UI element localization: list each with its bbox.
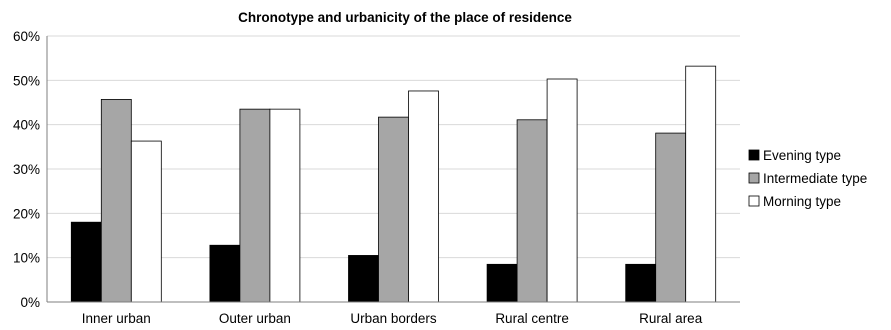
bar-intermediate-type-outer-urban <box>239 108 271 303</box>
bar-evening-type-rural-area <box>625 263 657 303</box>
bar-evening-type-inner-urban <box>70 221 102 303</box>
bar-intermediate-type-inner-urban <box>100 98 132 303</box>
legend-label: Intermediate type <box>763 171 867 186</box>
legend: Evening type Intermediate type Morning typ… <box>748 148 867 209</box>
bar-intermediate-type-rural-area <box>655 132 687 303</box>
bar-morning-type-outer-urban <box>269 108 301 303</box>
bar-evening-type-outer-urban <box>209 244 241 303</box>
legend-label: Morning type <box>763 194 841 209</box>
y-tick-label: 30% <box>13 162 40 177</box>
bar-morning-type-rural-centre <box>546 78 578 303</box>
legend-label: Evening type <box>763 148 841 163</box>
y-tick-label: 20% <box>13 206 40 221</box>
y-tick-label: 60% <box>13 29 40 44</box>
bar-morning-type-urban-borders <box>408 90 439 303</box>
x-tick-label: Rural centre <box>495 311 569 325</box>
legend-swatch <box>748 149 760 161</box>
bar-intermediate-type-urban-borders <box>378 116 409 303</box>
bar-intermediate-type-rural-centre <box>516 119 548 303</box>
y-tick-label: 50% <box>13 73 40 88</box>
x-tick-label: Rural area <box>639 311 703 325</box>
bar-evening-type-rural-centre <box>486 263 518 303</box>
bar-morning-type-inner-urban <box>130 140 162 303</box>
legend-swatch <box>748 172 760 184</box>
y-tick-label: 40% <box>13 118 40 133</box>
x-tick-label: Urban borders <box>350 311 437 325</box>
x-axis-tick-labels: Inner urban Outer urban Urban borders Rural… <box>82 311 703 326</box>
x-tick-label: Inner urban <box>82 311 151 325</box>
bars <box>70 65 717 303</box>
bar-morning-type-rural-area <box>685 65 717 303</box>
x-tick-label: Outer urban <box>219 311 291 325</box>
chart-title: Chronotype and urbanicity of the place o… <box>238 10 572 25</box>
bar-evening-type-urban-borders <box>348 255 379 303</box>
y-tick-label: 10% <box>13 251 40 266</box>
y-tick-label: 0% <box>20 295 40 310</box>
legend-swatch <box>748 195 760 207</box>
y-axis-tick-labels: 0% 10% 20% 30% 40% 50% 60% <box>13 29 40 310</box>
